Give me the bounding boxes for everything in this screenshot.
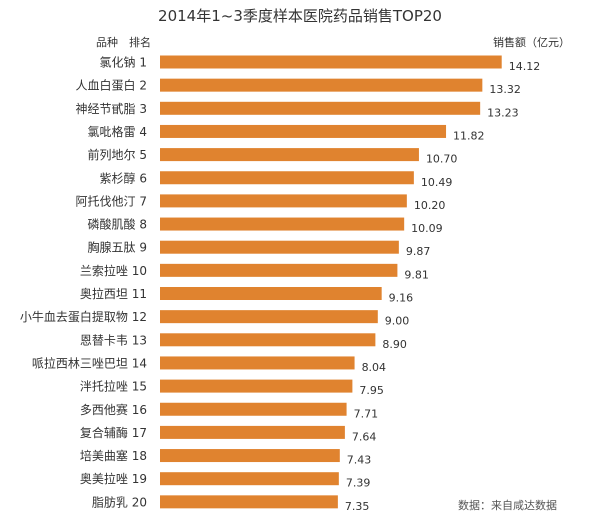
value-label: 10.70 — [426, 153, 458, 166]
bar — [160, 217, 405, 231]
value-label: 7.95 — [359, 384, 384, 397]
bar — [160, 310, 378, 324]
category-label: 恩替卡韦 13 — [80, 333, 147, 347]
bar — [160, 194, 407, 208]
value-label: 7.35 — [345, 500, 370, 513]
category-label: 胸腺五肽 9 — [88, 240, 147, 255]
bar — [160, 263, 398, 277]
value-label: 9.87 — [406, 245, 431, 258]
value-label: 10.20 — [414, 199, 446, 212]
category-label: 奥美拉唑 19 — [80, 471, 147, 486]
bar — [160, 402, 347, 416]
value-label: 8.04 — [362, 361, 387, 374]
data-source-note: 数据：来自咸达数据 — [458, 499, 557, 512]
value-label: 7.71 — [354, 407, 379, 420]
category-label: 兰索拉唑 10 — [80, 263, 147, 278]
category-label: 氯化钠 1 — [100, 55, 147, 70]
category-label: 复合辅酶 17 — [80, 425, 147, 440]
bar — [160, 425, 345, 439]
bar — [160, 240, 399, 254]
value-label: 14.12 — [509, 60, 540, 73]
value-label: 8.90 — [382, 338, 407, 351]
bar — [160, 379, 353, 393]
category-label: 脂肪乳 20 — [92, 494, 147, 509]
category-label: 奥拉西坦 11 — [80, 286, 147, 301]
category-label: 多西他赛 16 — [80, 402, 147, 417]
value-label: 9.00 — [385, 315, 410, 328]
category-label: 前列地尔 5 — [88, 147, 147, 162]
category-label: 泮托拉唑 15 — [80, 379, 147, 394]
category-label: 阿托伐他汀 7 — [76, 194, 147, 208]
value-label: 11.82 — [453, 129, 485, 142]
value-label: 7.43 — [347, 454, 372, 467]
value-label: 7.39 — [346, 477, 371, 490]
category-header: 品种 排名 — [96, 36, 151, 49]
bar — [160, 472, 339, 486]
bar — [160, 171, 414, 185]
bar — [160, 124, 447, 138]
category-label: 紫杉醇 6 — [100, 170, 147, 185]
value-label: 7.64 — [352, 430, 377, 443]
category-label: 氯吡格雷 4 — [88, 124, 147, 139]
category-label: 神经节甙脂 3 — [76, 101, 147, 116]
bar — [160, 449, 340, 463]
category-label: 磷酸肌酸 8 — [88, 217, 147, 232]
category-label: 人血白蛋白 2 — [76, 78, 147, 93]
bar — [160, 356, 355, 370]
value-label: 10.49 — [421, 176, 453, 189]
bar — [160, 333, 376, 347]
value-label: 13.23 — [487, 106, 519, 119]
bar — [160, 101, 481, 115]
bar — [160, 495, 338, 509]
bar — [160, 78, 483, 92]
value-label: 9.16 — [389, 292, 414, 305]
category-label: 培美曲塞 18 — [80, 448, 147, 463]
bar — [160, 287, 382, 300]
value-label: 13.32 — [489, 83, 521, 96]
bar — [160, 55, 502, 69]
chart-title: 2014年1~3季度样本医院药品销售TOP20 — [158, 7, 442, 25]
category-label: 小牛血去蛋白提取物 12 — [20, 309, 147, 324]
value-label: 9.81 — [404, 268, 429, 281]
category-label: 哌拉西林三唑巴坦 14 — [32, 355, 147, 370]
value-label: 10.09 — [411, 222, 443, 235]
bar — [160, 148, 419, 162]
value-header: 销售额（亿元） — [493, 36, 570, 49]
